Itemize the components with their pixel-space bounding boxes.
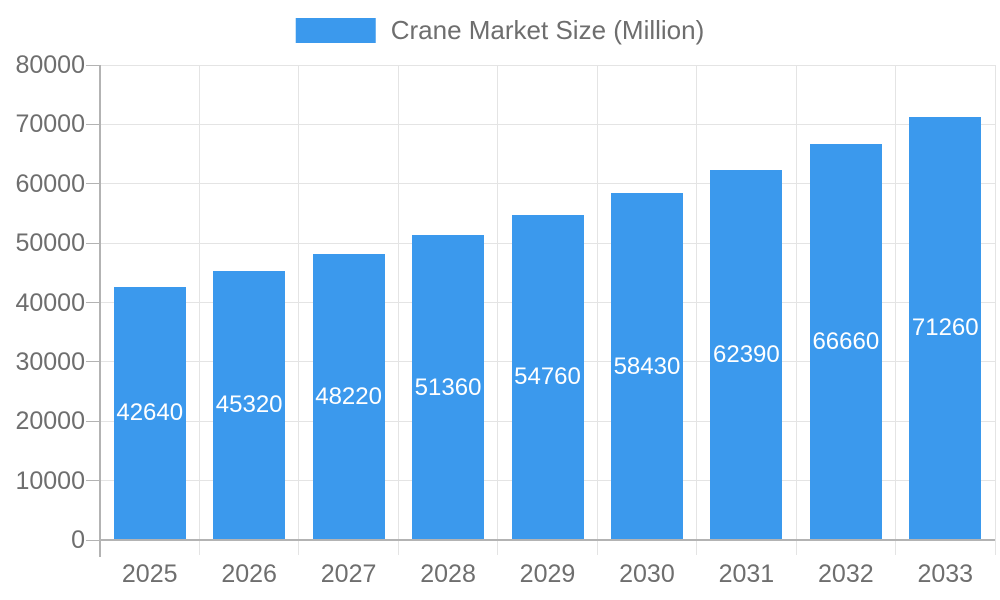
bar[interactable]: 45320 [213,270,286,540]
y-axis-label: 70000 [15,110,85,139]
bar-value-label: 58430 [613,352,681,380]
y-axis-label: 30000 [15,347,85,376]
gridline-horizontal [100,183,995,185]
x-axis-label: 2033 [917,560,974,588]
bar[interactable]: 66660 [809,144,882,540]
x-axis-tick [895,540,897,555]
y-axis-label: 50000 [15,229,85,258]
bar[interactable]: 71260 [909,116,982,540]
y-axis-tick [86,183,100,185]
bar-value-label: 62390 [713,340,780,368]
x-axis-tick [198,540,200,555]
x-axis-label: 2029 [519,560,576,588]
x-axis-tick [994,540,996,555]
y-axis-label: 0 [71,526,85,554]
bar-value-label: 45320 [215,391,283,419]
y-axis-label: 60000 [15,169,85,198]
legend[interactable]: Crane Market Size (Million) [295,15,705,45]
bar-value-label: 71260 [911,314,979,342]
x-axis-label: 2030 [619,560,675,588]
x-axis-tick [795,540,797,555]
x-axis-line [99,539,995,541]
gridline-vertical [795,65,797,540]
x-axis-label: 2031 [718,560,775,588]
y-axis-tick [86,420,100,422]
gridline-vertical [397,65,399,540]
bar[interactable]: 58430 [610,193,683,540]
gridline-vertical [198,65,200,540]
y-axis-label: 10000 [15,466,85,495]
bar[interactable]: 42640 [113,286,186,540]
gridline-vertical [497,65,499,540]
y-axis-label: 20000 [15,407,85,436]
y-axis-tick [86,539,100,541]
x-axis-label: 2025 [121,560,178,588]
legend-label: Crane Market Size (Million) [390,15,705,45]
x-axis-tick [596,540,598,555]
x-axis-label: 2027 [320,560,377,588]
y-axis-tick [86,64,100,66]
y-axis-label: 80000 [15,51,85,79]
gridline-horizontal [100,64,995,66]
y-axis-line [99,65,101,557]
gridline-vertical [596,65,598,540]
bar[interactable]: 48220 [312,253,385,540]
gridline-horizontal [100,123,995,125]
y-axis-tick [86,302,100,303]
bar-value-label: 66660 [812,328,880,356]
bar[interactable]: 51360 [412,235,485,540]
bar-value-label: 42640 [116,399,184,427]
y-axis-tick [86,361,100,363]
y-axis-label: 40000 [15,288,85,317]
y-axis-tick [86,480,100,482]
y-axis-tick [86,123,100,125]
y-axis-tick [86,242,100,244]
gridline-vertical [298,65,300,540]
bar-value-label: 54760 [514,363,581,391]
bar-value-label: 51360 [414,373,482,401]
x-axis-tick [298,540,300,555]
x-axis-tick [397,540,399,555]
x-axis-label: 2032 [818,560,874,588]
gridline-vertical [696,65,698,540]
x-axis-tick [696,540,698,555]
x-axis-label: 2026 [221,560,277,588]
x-axis-label: 2028 [420,560,476,588]
x-axis-tick [497,540,499,555]
bar[interactable]: 54760 [511,214,584,540]
bar-value-label: 48220 [315,382,382,410]
bar[interactable]: 62390 [710,169,783,540]
gridline-vertical [994,65,996,540]
legend-swatch-icon [295,17,376,43]
gridline-vertical [895,65,897,540]
